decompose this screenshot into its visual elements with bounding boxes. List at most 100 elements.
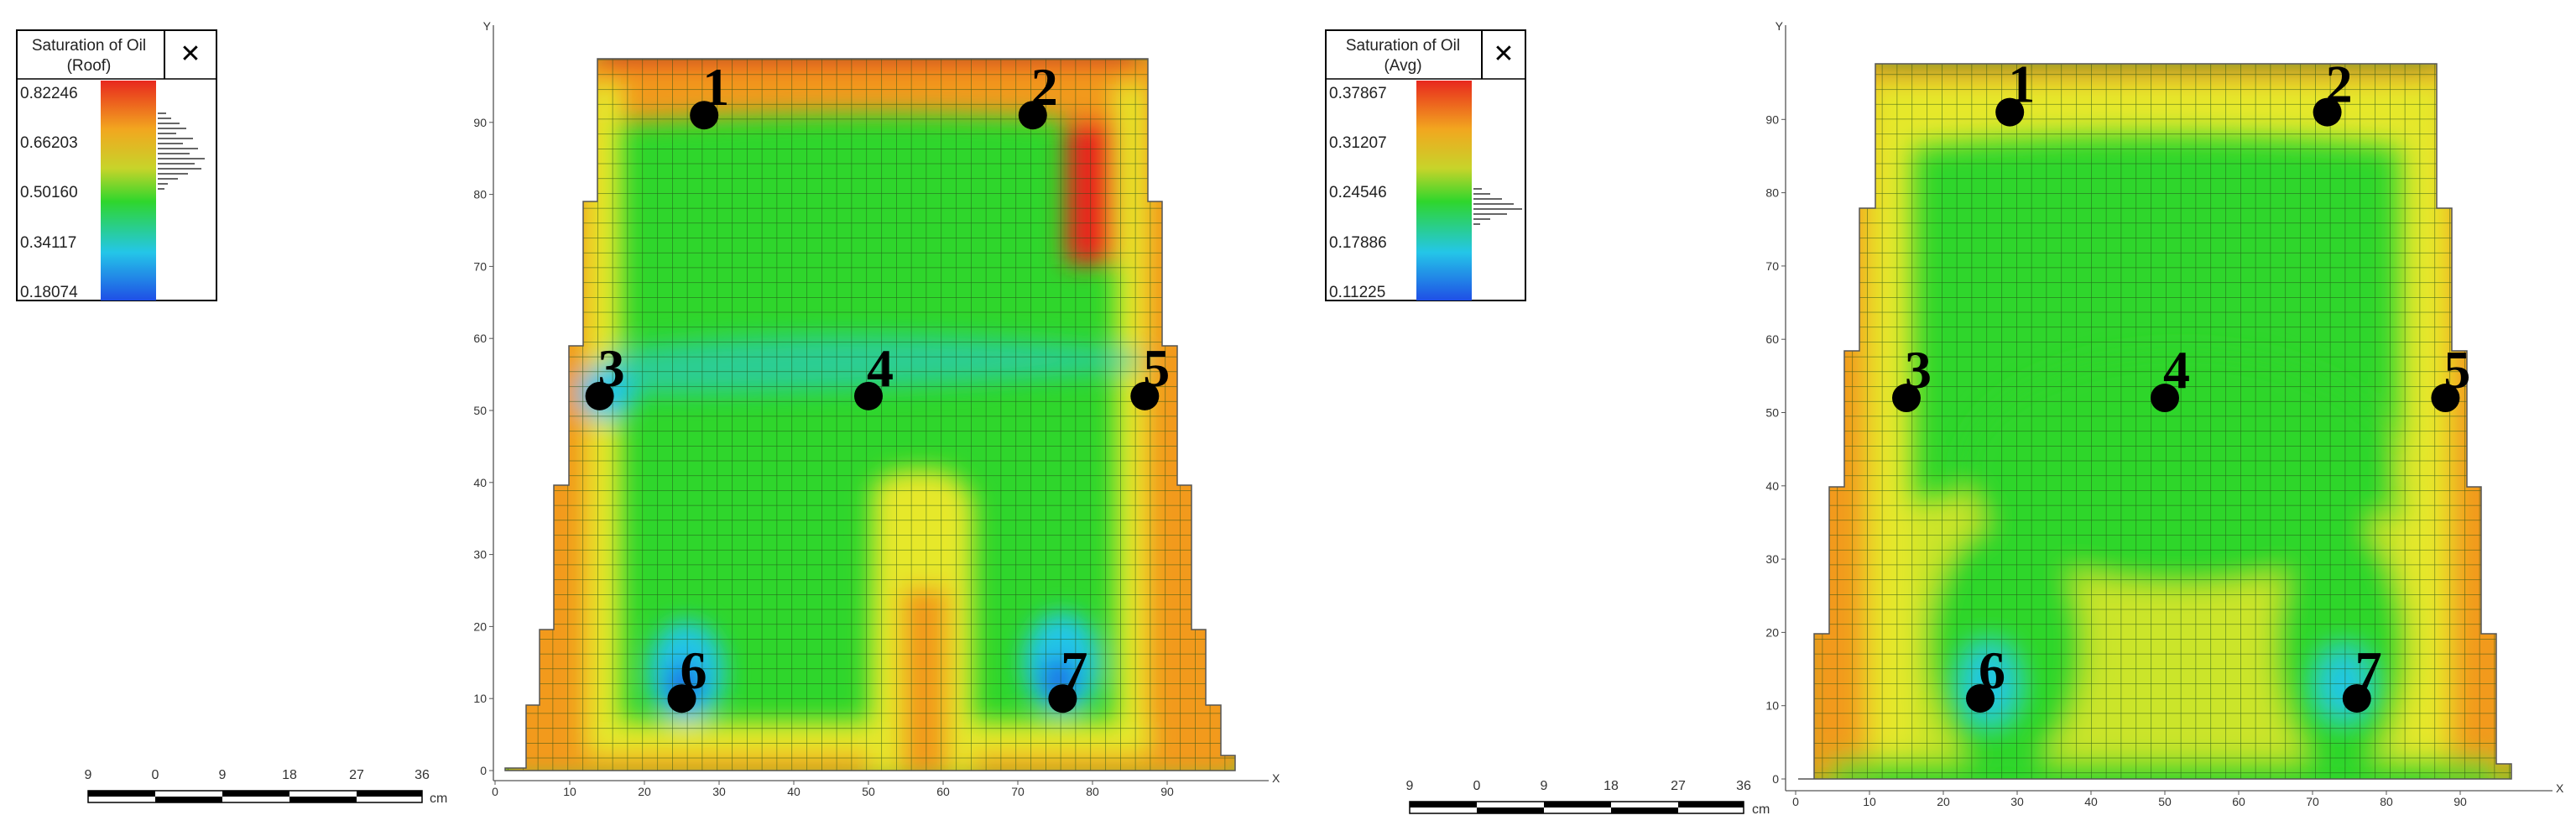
legend-title: Saturation of Oil — [1346, 37, 1460, 55]
well-marker-7[interactable] — [1048, 684, 1077, 713]
well-marker-4[interactable] — [2151, 384, 2179, 413]
well-label-5: 5 — [2443, 340, 2470, 400]
well-label-3: 3 — [598, 338, 625, 398]
left-scale-bar: 9 0 9 18 27 36 cm — [85, 768, 448, 806]
x-tick-label: 10 — [563, 785, 576, 798]
left-reservoir-outline — [504, 58, 1236, 771]
y-tick-label: 20 — [473, 619, 487, 633]
x-tick-label: 50 — [2158, 795, 2172, 808]
y-axis-letter: Y — [483, 19, 492, 33]
y-tick-label: 90 — [1765, 112, 1779, 126]
x-tick-label: 70 — [2306, 795, 2319, 808]
right-reservoir-outline — [1798, 63, 2512, 780]
scale-label: 0 — [1473, 779, 1481, 793]
well-label-1: 1 — [702, 57, 729, 117]
left-legend: Saturation of Oil (Roof) ✕ 0.82246 0.662… — [16, 29, 217, 301]
left-wells: 1 2 3 4 5 6 7 — [585, 57, 1170, 713]
well-marker-2[interactable] — [1018, 101, 1047, 130]
y-tick-label: 70 — [473, 259, 487, 273]
scale-label: 36 — [1736, 779, 1751, 793]
x-tick-label: 30 — [2010, 795, 2024, 808]
color-ramp — [1416, 81, 1472, 301]
scale-label: 36 — [415, 768, 430, 782]
well-label-4: 4 — [867, 338, 894, 398]
right-panel: Saturation of Oil (Avg) ✕ 0.37867 0.3120… — [1325, 19, 2564, 817]
legend-tick: 0.31207 — [1329, 134, 1387, 152]
scale-unit: cm — [1752, 802, 1770, 817]
scale-label: 0 — [152, 768, 159, 782]
value-histogram — [1473, 188, 1522, 225]
x-tick-label: 90 — [2453, 795, 2467, 808]
y-tick-label: 30 — [473, 548, 487, 562]
y-tick-label: 10 — [473, 692, 487, 705]
legend-tick: 0.50160 — [20, 184, 78, 201]
well-marker-1[interactable] — [690, 101, 719, 130]
x-tick-label: 0 — [1792, 795, 1799, 808]
scale-label: 9 — [1406, 779, 1414, 793]
y-axis-letter: Y — [1776, 19, 1784, 33]
well-label-7: 7 — [2355, 640, 2382, 700]
well-marker-7[interactable] — [2342, 683, 2371, 713]
well-label-4: 4 — [2163, 340, 2190, 400]
value-histogram — [158, 112, 205, 190]
right-wells: 1 2 3 4 5 6 7 — [1892, 55, 2470, 713]
well-marker-3[interactable] — [1892, 384, 1921, 413]
well-marker-5[interactable] — [2431, 384, 2460, 413]
well-marker-2[interactable] — [2313, 97, 2342, 127]
x-tick-label: 50 — [862, 785, 875, 798]
well-label-3: 3 — [1905, 340, 1932, 400]
x-tick-label: 60 — [936, 785, 950, 798]
legend-tick: 0.24546 — [1329, 184, 1387, 201]
well-label-2: 2 — [1031, 57, 1058, 117]
y-tick-label: 80 — [1765, 186, 1779, 200]
x-axis-letter: X — [1272, 771, 1280, 785]
y-tick-label: 20 — [1765, 625, 1779, 639]
y-tick-label: 50 — [1765, 406, 1779, 420]
x-tick-label: 30 — [712, 785, 726, 798]
x-axis-letter: X — [2556, 781, 2564, 795]
y-tick-label: 60 — [1765, 332, 1779, 346]
color-ramp — [101, 81, 156, 301]
scale-label: 9 — [1541, 779, 1548, 793]
well-marker-6[interactable] — [1966, 683, 1995, 713]
y-tick-label: 30 — [1765, 552, 1779, 566]
well-marker-3[interactable] — [585, 381, 614, 410]
well-label-6: 6 — [1979, 640, 2005, 700]
x-tick-label: 20 — [638, 785, 651, 798]
well-label-5: 5 — [1143, 338, 1170, 398]
left-saturation-field — [505, 59, 1235, 771]
scale-label: 18 — [1603, 779, 1619, 793]
close-icon[interactable]: ✕ — [180, 39, 201, 69]
right-saturation-field — [1798, 64, 2511, 779]
y-tick-label: 80 — [473, 188, 487, 201]
y-tick-label: 40 — [1765, 479, 1779, 493]
y-tick-label: 90 — [473, 116, 487, 129]
well-label-6: 6 — [681, 640, 707, 700]
scale-label: 9 — [219, 768, 227, 782]
close-icon[interactable]: ✕ — [1493, 39, 1514, 69]
x-tick-label: 90 — [1160, 785, 1174, 798]
x-tick-label: 10 — [1863, 795, 1876, 808]
y-tick-label: 50 — [473, 404, 487, 417]
x-tick-label: 80 — [2380, 795, 2393, 808]
scale-label: 18 — [282, 768, 297, 782]
left-panel: Saturation of Oil (Roof) ✕ 0.82246 0.662… — [16, 19, 1280, 806]
scale-label: 27 — [349, 768, 364, 782]
y-tick-label: 60 — [473, 332, 487, 345]
well-marker-6[interactable] — [667, 684, 696, 713]
x-tick-label: 20 — [1937, 795, 1950, 808]
y-tick-label: 0 — [1772, 772, 1779, 786]
well-marker-5[interactable] — [1130, 381, 1160, 410]
legend-tick: 0.82246 — [20, 85, 78, 102]
well-marker-1[interactable] — [1995, 97, 2025, 127]
x-tick-label: 80 — [1086, 785, 1099, 798]
y-tick-label: 70 — [1765, 259, 1779, 273]
well-marker-4[interactable] — [854, 381, 883, 410]
legend-tick: 0.66203 — [20, 134, 78, 152]
legend-tick: 0.11225 — [1329, 284, 1385, 301]
legend-tick: 0.17886 — [1329, 234, 1387, 252]
x-tick-label: 40 — [787, 785, 800, 798]
left-axis-ticks: 0 10 20 30 40 50 60 70 80 90 0 10 20 30 40 50 60 70 80 90 — [473, 116, 1174, 798]
y-tick-label: 40 — [473, 476, 487, 489]
